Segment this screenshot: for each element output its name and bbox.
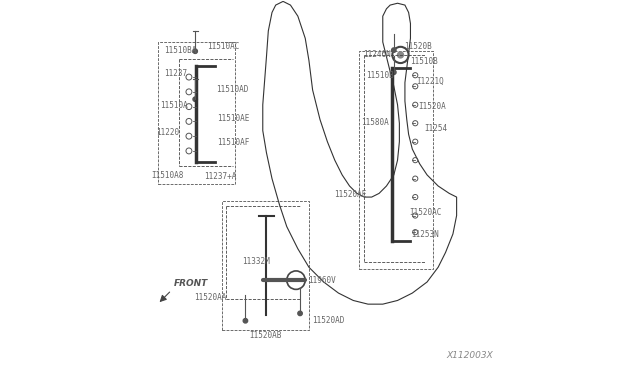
Text: 11510A: 11510A: [161, 101, 188, 110]
Text: 11520AA: 11520AA: [194, 293, 226, 302]
Text: I1520AB: I1520AB: [249, 331, 282, 340]
Text: I1254: I1254: [424, 124, 447, 133]
Text: I1520AC: I1520AC: [410, 208, 442, 217]
Circle shape: [193, 49, 197, 54]
Text: 11510B: 11510B: [366, 71, 394, 80]
Text: 11237+A: 11237+A: [204, 172, 236, 181]
Text: 11520AE: 11520AE: [334, 190, 367, 199]
Text: I1510A8: I1510A8: [151, 171, 183, 180]
Text: 11510AD: 11510AD: [216, 85, 248, 94]
Text: 11510B: 11510B: [410, 57, 438, 66]
Text: 11960V: 11960V: [308, 276, 336, 285]
Text: I1253N: I1253N: [412, 230, 439, 239]
Text: 11332M: 11332M: [242, 257, 269, 266]
Text: FRONT: FRONT: [173, 279, 207, 288]
Circle shape: [397, 51, 404, 59]
Text: 11237: 11237: [164, 69, 188, 78]
Text: 11580A: 11580A: [362, 118, 389, 127]
Text: 11520B: 11520B: [404, 42, 432, 51]
Circle shape: [298, 311, 302, 315]
Text: 11510AC: 11510AC: [207, 42, 240, 51]
Circle shape: [392, 70, 396, 74]
Circle shape: [392, 48, 396, 52]
Text: 11510AE: 11510AE: [218, 114, 250, 123]
Text: 11246N: 11246N: [364, 51, 391, 60]
Text: X112003X: X112003X: [447, 350, 493, 359]
Text: I1221Q: I1221Q: [417, 77, 445, 86]
Text: I1520A: I1520A: [418, 102, 445, 111]
Text: 11510AF: 11510AF: [218, 138, 250, 147]
Text: 11220: 11220: [156, 128, 179, 137]
Circle shape: [243, 318, 248, 323]
Circle shape: [193, 97, 197, 102]
Text: 11520AD: 11520AD: [312, 316, 344, 325]
Text: 11510BA: 11510BA: [164, 46, 196, 55]
